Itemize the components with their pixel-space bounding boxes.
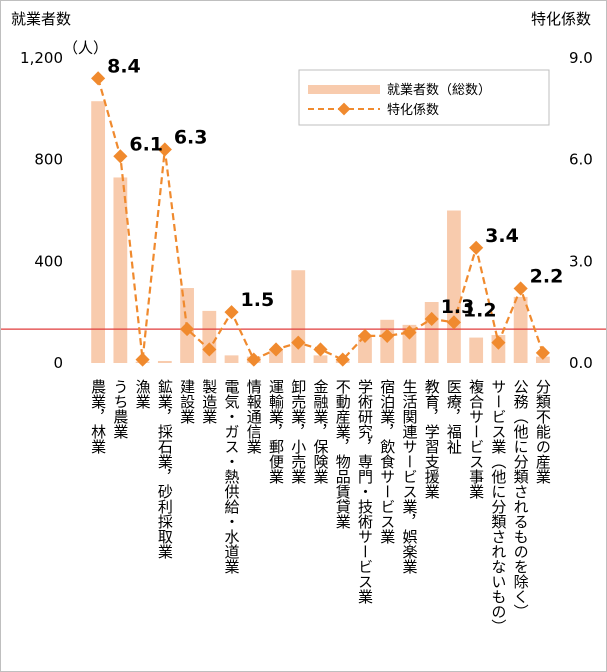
- data-label: 3.4: [485, 225, 519, 247]
- line-marker: [246, 352, 261, 367]
- category-label: 鉱業，採石業，砂利採取業: [156, 378, 174, 559]
- right-tick-label: 0.0: [569, 354, 593, 372]
- category-label: 金融業，保険業: [312, 379, 330, 484]
- line-marker: [335, 352, 350, 367]
- bar: [424, 302, 439, 363]
- right-axis-title: 特化係数: [531, 10, 591, 28]
- axis-layer: 就業者数 （人） 特化係数 0 400 800 1,200 0.0 3.0 6.0 9.0: [11, 10, 593, 372]
- legend-bar-label: 就業者数（総数）: [387, 82, 491, 98]
- bar: [469, 337, 484, 363]
- data-label: 1.5: [241, 289, 275, 311]
- category-label: 運輸業，郵便業: [267, 379, 285, 484]
- line-marker: [135, 352, 150, 367]
- line-marker: [202, 342, 217, 357]
- category-label: うち農業: [111, 379, 129, 439]
- line-marker: [513, 281, 528, 296]
- category-label: 医療，福祉: [445, 379, 463, 454]
- right-tick-label: 9.0: [569, 49, 593, 67]
- data-label: 8.4: [107, 55, 141, 77]
- line-marker: [380, 328, 395, 343]
- line-marker: [535, 345, 550, 360]
- legend-bar-swatch: [308, 85, 380, 94]
- category-label: 分類不能の産業: [534, 379, 552, 484]
- category-label: 卸売業，小売業: [289, 379, 307, 484]
- category-label: 農業，林業: [89, 379, 107, 454]
- category-label: 漁業: [134, 379, 152, 409]
- left-axis-title: 就業者数: [11, 10, 71, 28]
- bar: [447, 210, 461, 363]
- bar: [113, 177, 128, 363]
- line-marker: [91, 71, 106, 86]
- category-label: 製造業: [200, 379, 218, 424]
- line-marker: [424, 311, 439, 327]
- legend-line-label: 特化係数: [387, 103, 439, 118]
- legend-line-marker: [337, 102, 351, 116]
- line-marker: [180, 322, 195, 337]
- data-label: 2.2: [530, 265, 564, 287]
- bar: [157, 360, 172, 363]
- left-tick-label: 0: [53, 354, 63, 372]
- line-marker: [291, 335, 306, 350]
- data-label: 6.1: [129, 133, 163, 155]
- category-label: 宿泊業，飲食サービス業: [378, 379, 396, 544]
- category-label: 複合サービス事業: [467, 379, 485, 499]
- right-tick-label: 6.0: [569, 151, 593, 169]
- data-label: 1.3: [441, 296, 475, 318]
- line-marker: [224, 305, 239, 320]
- category-labels: 農業，林業 うち農業 漁業 鉱業，採石業，砂利採取業 建設業 製造業 電気・ガス・熱供給・水…: [89, 378, 552, 634]
- line-series: [91, 71, 550, 367]
- line-marker: [357, 328, 373, 343]
- category-label: 生活関連サービス業，娯楽業: [400, 379, 418, 574]
- category-label: 教育，学習支援業: [423, 379, 441, 499]
- legend-box: [298, 69, 550, 126]
- data-label-layer: 8.4 6.1 6.3 1.5 1.31.2 3.4 2.2: [107, 55, 563, 321]
- line-marker: [313, 342, 328, 357]
- line-marker: [491, 335, 506, 350]
- bar: [313, 355, 328, 363]
- category-label: 建設業: [178, 379, 196, 424]
- line-marker: [469, 240, 484, 255]
- bar: [224, 355, 239, 363]
- left-tick-label: 400: [34, 252, 63, 270]
- bar: [91, 101, 106, 363]
- left-tick-label: 800: [34, 151, 63, 169]
- bar: [513, 296, 528, 363]
- category-label: サービス業（他に分類されないもの）: [489, 379, 507, 634]
- category-label: 公務（他に分類されるものを除く）: [512, 379, 530, 619]
- line-marker: [402, 325, 417, 340]
- category-label: 学術研究，専門・技術サービス業: [356, 379, 374, 604]
- data-label: 6.3: [174, 127, 208, 149]
- right-tick-label: 3.0: [569, 252, 593, 270]
- line-marker: [157, 142, 172, 157]
- line-marker: [446, 315, 461, 330]
- category-label: 不動産業，物品賃貸業: [334, 379, 352, 529]
- legend: 就業者数（総数） 特化係数: [298, 69, 550, 126]
- line-marker: [113, 149, 128, 164]
- category-label: 電気・ガス・熱供給・水道業: [223, 379, 241, 574]
- line-marker: [268, 342, 284, 357]
- left-tick-label: 1,200: [20, 49, 63, 67]
- left-axis-unit: （人）: [63, 39, 108, 57]
- bar: [358, 335, 372, 363]
- data-label: 1.2: [463, 299, 497, 321]
- category-label: 情報通信業: [245, 379, 263, 454]
